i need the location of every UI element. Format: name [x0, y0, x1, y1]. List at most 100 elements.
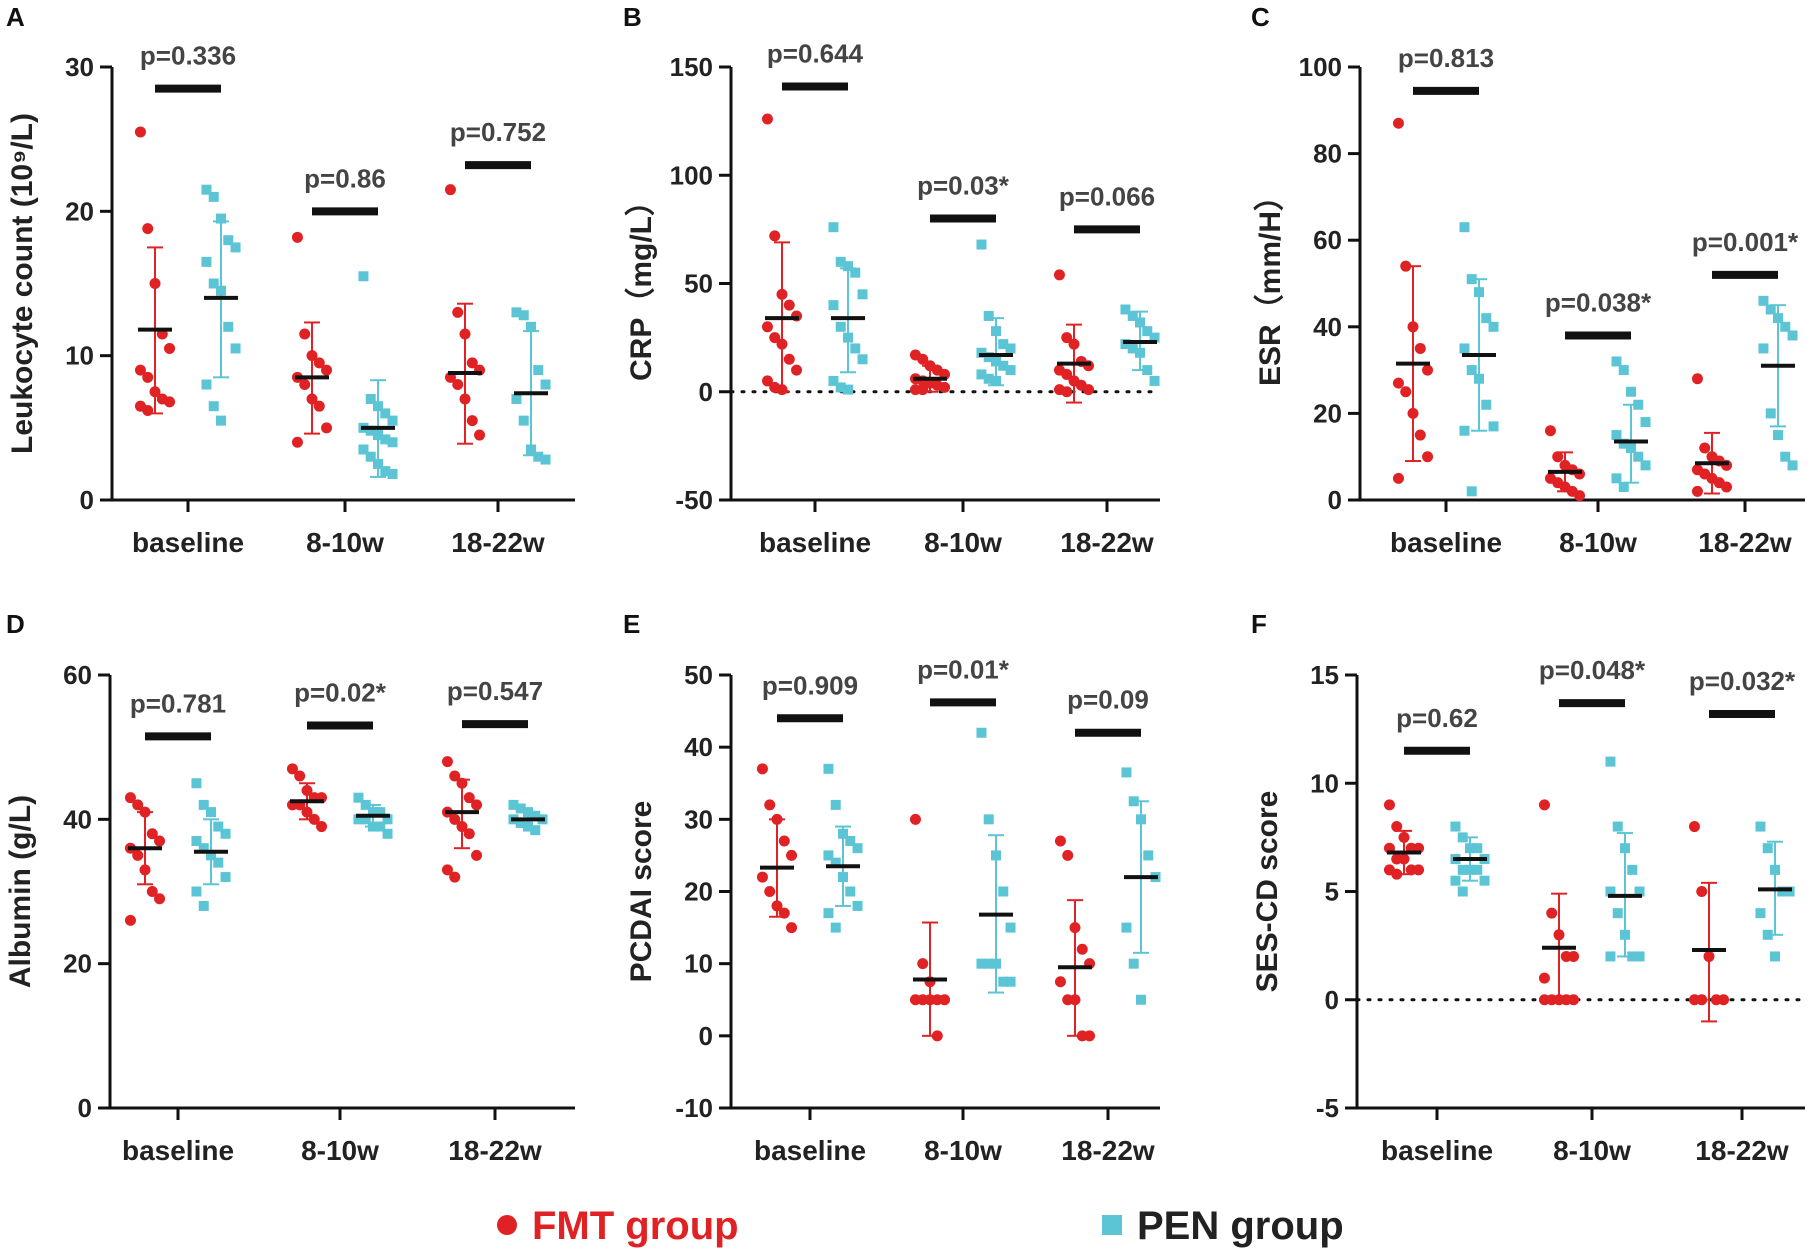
x-tick-label: baseline	[759, 527, 871, 558]
pen-data-point	[206, 850, 216, 861]
pen-data-point	[365, 425, 376, 436]
fmt-data-point	[124, 792, 136, 804]
pen-data-point	[1127, 310, 1138, 321]
panel-letter: A	[6, 2, 25, 32]
pen-data-point	[852, 900, 863, 911]
pen-data-point	[1450, 821, 1461, 832]
y-tick-label: 5	[1325, 877, 1339, 907]
pen-data-point	[382, 828, 393, 839]
pen-data-point	[1633, 399, 1644, 410]
fmt-data-point	[1061, 332, 1073, 344]
fmt-data-point	[146, 828, 158, 840]
pen-data-point	[1640, 417, 1651, 428]
pen-data-point	[976, 239, 987, 250]
fmt-data-point	[939, 994, 951, 1006]
fmt-data-point	[463, 828, 475, 840]
pen-data-point	[523, 807, 533, 818]
fmt-data-point	[791, 364, 803, 376]
pen-data-point	[1765, 408, 1776, 419]
fmt-data-point	[1552, 451, 1564, 463]
fmt-data-point	[134, 126, 146, 138]
fmt-data-point	[1413, 864, 1425, 876]
pen-data-point	[983, 352, 994, 363]
pen-data-point	[540, 379, 551, 390]
x-tick-label: 8-10w	[1553, 1135, 1631, 1166]
pen-data-point	[216, 415, 226, 426]
pen-data-point	[998, 339, 1009, 350]
y-tick-label: 30	[684, 804, 713, 834]
pen-data-point	[983, 958, 994, 969]
pen-data-point	[380, 434, 391, 445]
pen-data-point	[976, 347, 987, 358]
fmt-data-point	[1061, 386, 1073, 398]
fmt-data-point	[776, 384, 788, 396]
pen-data-point	[835, 382, 846, 393]
fmt-data-point	[449, 871, 461, 883]
pen-data-point	[1755, 821, 1766, 832]
fmt-data-point	[154, 835, 166, 847]
pen-data-point	[1121, 767, 1132, 778]
pvalue-label: p=0.066	[1059, 181, 1155, 211]
y-tick-label: 0	[80, 485, 94, 515]
pen-data-point	[198, 843, 209, 854]
pvalue-label: p=0.336	[140, 41, 236, 71]
legend-label-pen: PEN group	[1137, 1204, 1344, 1248]
y-tick-label: 40	[684, 732, 713, 762]
x-tick-label: baseline	[1390, 527, 1502, 558]
fmt-data-point	[456, 821, 468, 833]
pen-data-point	[1128, 958, 1139, 969]
fmt-data-point	[139, 806, 151, 818]
fmt-data-point	[771, 813, 783, 825]
pen-data-point	[373, 401, 383, 412]
pen-data-point	[1465, 864, 1475, 875]
pen-data-point	[533, 451, 544, 462]
fmt-data-point	[301, 806, 313, 818]
pen-data-point	[845, 835, 856, 846]
fmt-data-point	[1422, 364, 1434, 376]
x-tick-label: baseline	[754, 1135, 866, 1166]
fmt-data-point	[771, 900, 783, 912]
pen-data-point	[852, 843, 863, 854]
fmt-data-point	[1538, 994, 1550, 1006]
x-tick-label: 18-22w	[1060, 527, 1154, 558]
pen-data-point	[1479, 875, 1490, 886]
panel-letter: E	[623, 609, 640, 639]
pen-data-point	[1620, 929, 1630, 940]
pen-data-point	[1773, 313, 1783, 324]
pen-data-point	[373, 430, 383, 441]
pen-data-point	[198, 900, 209, 911]
x-tick-label: 8-10w	[306, 527, 384, 558]
fmt-data-point	[1083, 384, 1095, 396]
pen-data-point	[1784, 886, 1795, 897]
x-tick-label: baseline	[1381, 1135, 1493, 1166]
pen-data-point	[1135, 317, 1145, 328]
pen-data-point	[1618, 365, 1629, 376]
pen-data-point	[843, 261, 853, 272]
pen-data-point	[1142, 326, 1153, 337]
pen-data-point	[1633, 451, 1644, 462]
x-tick-label: 18-22w	[448, 1135, 542, 1166]
fmt-data-point	[783, 353, 795, 365]
pen-data-point	[375, 821, 386, 832]
pen-data-point	[1450, 875, 1461, 886]
pen-data-point	[360, 799, 371, 810]
pen-data-point	[1136, 994, 1146, 1005]
y-tick-label: 15	[1310, 660, 1339, 690]
pen-data-point	[208, 278, 219, 289]
pen-data-point	[191, 886, 202, 897]
pen-data-point	[1143, 850, 1154, 861]
fmt-data-point	[1538, 799, 1550, 811]
pen-data-point	[1457, 864, 1468, 875]
pen-data-point	[830, 922, 841, 933]
pen-data-point	[1459, 343, 1470, 354]
pen-data-point	[1640, 460, 1651, 471]
y-axis-label: ESR（mm/H）	[1253, 181, 1287, 386]
y-axis-label: Leukocyte count (10⁹/L)	[6, 113, 39, 454]
pen-data-point	[1780, 451, 1791, 462]
pen-data-point	[530, 825, 541, 836]
legend-pen-marker	[1102, 1215, 1122, 1235]
fmt-data-point	[1553, 929, 1565, 941]
fmt-data-point	[1391, 868, 1403, 880]
fmt-data-point	[471, 799, 483, 811]
pen-data-point	[998, 360, 1009, 371]
